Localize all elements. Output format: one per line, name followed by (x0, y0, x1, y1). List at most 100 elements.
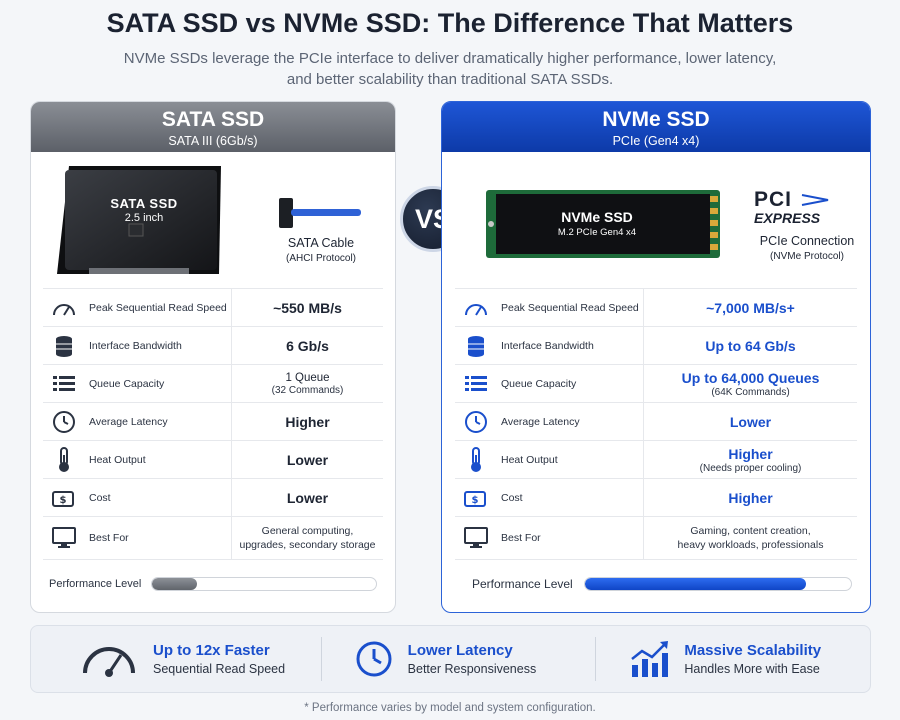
row-value: Lower (231, 479, 383, 516)
sata-row-read-speed: Peak Sequential Read Speed ~550 MB/s (43, 288, 383, 326)
row-value: ~550 MB/s (231, 289, 383, 326)
performance-bar (151, 577, 377, 591)
feature-title: Up to 12x Faster (153, 642, 270, 659)
gauge-icon (83, 647, 135, 677)
nvme-connector-caption: PCIe Connection (NVMe Protocol) (742, 234, 870, 262)
sata-subtitle: SATA III (6Gb/s) (168, 134, 258, 148)
chevron-right-icon (801, 194, 829, 206)
performance-bar (584, 577, 852, 591)
row-value: ~7,000 MB/s+ (643, 289, 857, 326)
value-main: Lower (286, 489, 329, 506)
nvme-row-best-for: Best For Gaming, content creation, heavy… (455, 516, 857, 560)
nvme-row-read-speed: Peak Sequential Read Speed ~7,000 MB/s+ (455, 288, 857, 326)
nvme-drive-label: NVMe SSD M.2 PCIe Gen4 x4 (522, 209, 672, 238)
performance-label: Performance Level (472, 577, 573, 591)
sata-row-best-for: Best For General computing, upgrades, se… (43, 516, 383, 560)
row-label: Peak Sequential Read Speed (501, 301, 639, 314)
value-main: Lower (729, 413, 772, 430)
nvme-hero: NVMe SSD M.2 PCIe Gen4 x4 PCI EXPRESS PC… (442, 152, 870, 288)
nvme-row-bandwidth: Interface Bandwidth Up to 64 Gb/s (455, 326, 857, 364)
feature-subtitle: Better Responsiveness (407, 662, 537, 676)
row-label: Cost (89, 491, 111, 504)
sata-row-heat: Heat Output Lower (43, 440, 383, 478)
money-icon: $ (455, 488, 497, 508)
speedometer-icon (455, 298, 497, 318)
database-icon (455, 335, 497, 357)
monitor-icon (455, 527, 497, 549)
performance-label: Performance Level (49, 578, 142, 590)
performance-fill (585, 578, 806, 590)
sata-drive-label-line2: 2.5 inch (124, 212, 164, 224)
row-label: Best For (89, 532, 129, 544)
nvme-row-latency: Average Latency Lower (455, 402, 857, 440)
nvme-connector-label: PCIe Connection (759, 234, 855, 248)
growth-chart-icon (631, 641, 669, 677)
value-line-1: Gaming, content creation, (690, 525, 811, 537)
clock-icon (356, 641, 392, 677)
sata-cable-icon (279, 198, 361, 228)
value-main: ~550 MB/s (273, 299, 342, 316)
sata-title: SATA SSD (161, 108, 265, 131)
logo-line1: PCI (754, 188, 793, 211)
sata-row-cost: $ Cost Lower (43, 478, 383, 516)
database-icon (43, 335, 85, 357)
page-title: SATA SSD vs NVMe SSD: The Difference Tha… (106, 8, 794, 38)
sata-drive-label: SATA SSD 2.5 inch (79, 196, 209, 224)
monitor-icon (43, 527, 85, 549)
sata-row-latency: Average Latency Higher (43, 402, 383, 440)
value-main: 6 Gb/s (286, 337, 329, 354)
value-main: Up to 64,000 Queues (681, 369, 820, 386)
clock-icon (455, 410, 497, 434)
nvme-drive-label-line1: NVMe SSD (561, 209, 633, 225)
value-main: 1 Queue (285, 371, 330, 384)
sata-panel: SATA SSD SATA III (6Gb/s) SATA SSD 2.5 i… (30, 101, 396, 613)
row-label: Heat Output (501, 453, 558, 466)
value-main: Higher (728, 489, 773, 506)
sata-hero: SATA SSD 2.5 inch SATA Cable (AHCI Proto… (31, 152, 395, 288)
sata-connector-sub: (AHCI Protocol) (285, 253, 356, 264)
value-main: ~7,000 MB/s+ (706, 299, 795, 316)
value-main: Higher (728, 445, 773, 462)
row-label: Heat Output (89, 453, 146, 466)
svg-text:$: $ (60, 495, 67, 506)
nvme-header: NVMe SSD PCIe (Gen4 x4) (442, 102, 870, 152)
feature-text: Up to 12x Faster Sequential Read Speed (153, 642, 285, 676)
performance-fill (152, 578, 197, 590)
row-label: Best For (501, 532, 541, 544)
sata-connector-caption: SATA Cable (AHCI Protocol) (261, 236, 381, 264)
subtitle-line-1: NVMe SSDs leverage the PCIe interface to… (123, 50, 777, 67)
feature-strip: Up to 12x Faster Sequential Read Speed L… (30, 625, 871, 693)
row-label: Interface Bandwidth (501, 339, 594, 352)
sata-performance-meter: Performance Level (49, 574, 377, 594)
nvme-subtitle: PCIe (Gen4 x4) (612, 134, 700, 148)
list-icon (43, 375, 85, 393)
clock-icon (43, 410, 85, 434)
sata-spec-table: Peak Sequential Read Speed ~550 MB/s Int… (43, 288, 383, 560)
value-sub: (64K Commands) (711, 386, 790, 398)
sata-header: SATA SSD SATA III (6Gb/s) (31, 102, 395, 152)
feature-title: Massive Scalability (684, 642, 822, 659)
nvme-drive-illustration (486, 190, 720, 258)
row-value: Lower (231, 441, 383, 478)
row-value: Higher (Needs proper cooling) (643, 441, 857, 478)
value-main: Lower (286, 451, 329, 468)
feature-speed: Up to 12x Faster Sequential Read Speed (31, 637, 321, 681)
feature-text: Massive Scalability Handles More with Ea… (684, 642, 821, 676)
value-main: Higher (285, 413, 330, 430)
nvme-title: NVMe SSD (602, 108, 710, 131)
row-value: Up to 64,000 Queues (64K Commands) (643, 365, 857, 402)
svg-text:$: $ (472, 495, 479, 506)
row-value: 1 Queue (32 Commands) (231, 365, 383, 402)
sata-connector-label: SATA Cable (287, 236, 355, 250)
nvme-connector-sub: (NVMe Protocol) (770, 251, 844, 262)
value-sub: (Needs proper cooling) (699, 462, 802, 474)
nvme-row-queue: Queue Capacity Up to 64,000 Queues (64K C… (455, 364, 857, 402)
sata-row-bandwidth: Interface Bandwidth 6 Gb/s (43, 326, 383, 364)
pci-express-logo: PCI EXPRESS (754, 188, 844, 226)
row-label: Peak Sequential Read Speed (89, 301, 227, 314)
value-line-1: General computing, (261, 525, 354, 537)
feature-text: Lower Latency Better Responsiveness (408, 642, 537, 676)
value-sub: (32 Commands) (271, 384, 344, 396)
value-main: Up to 64 Gb/s (705, 337, 796, 354)
nvme-panel: NVMe SSD PCIe (Gen4 x4) NVMe SSD M.2 PCI… (441, 101, 871, 613)
